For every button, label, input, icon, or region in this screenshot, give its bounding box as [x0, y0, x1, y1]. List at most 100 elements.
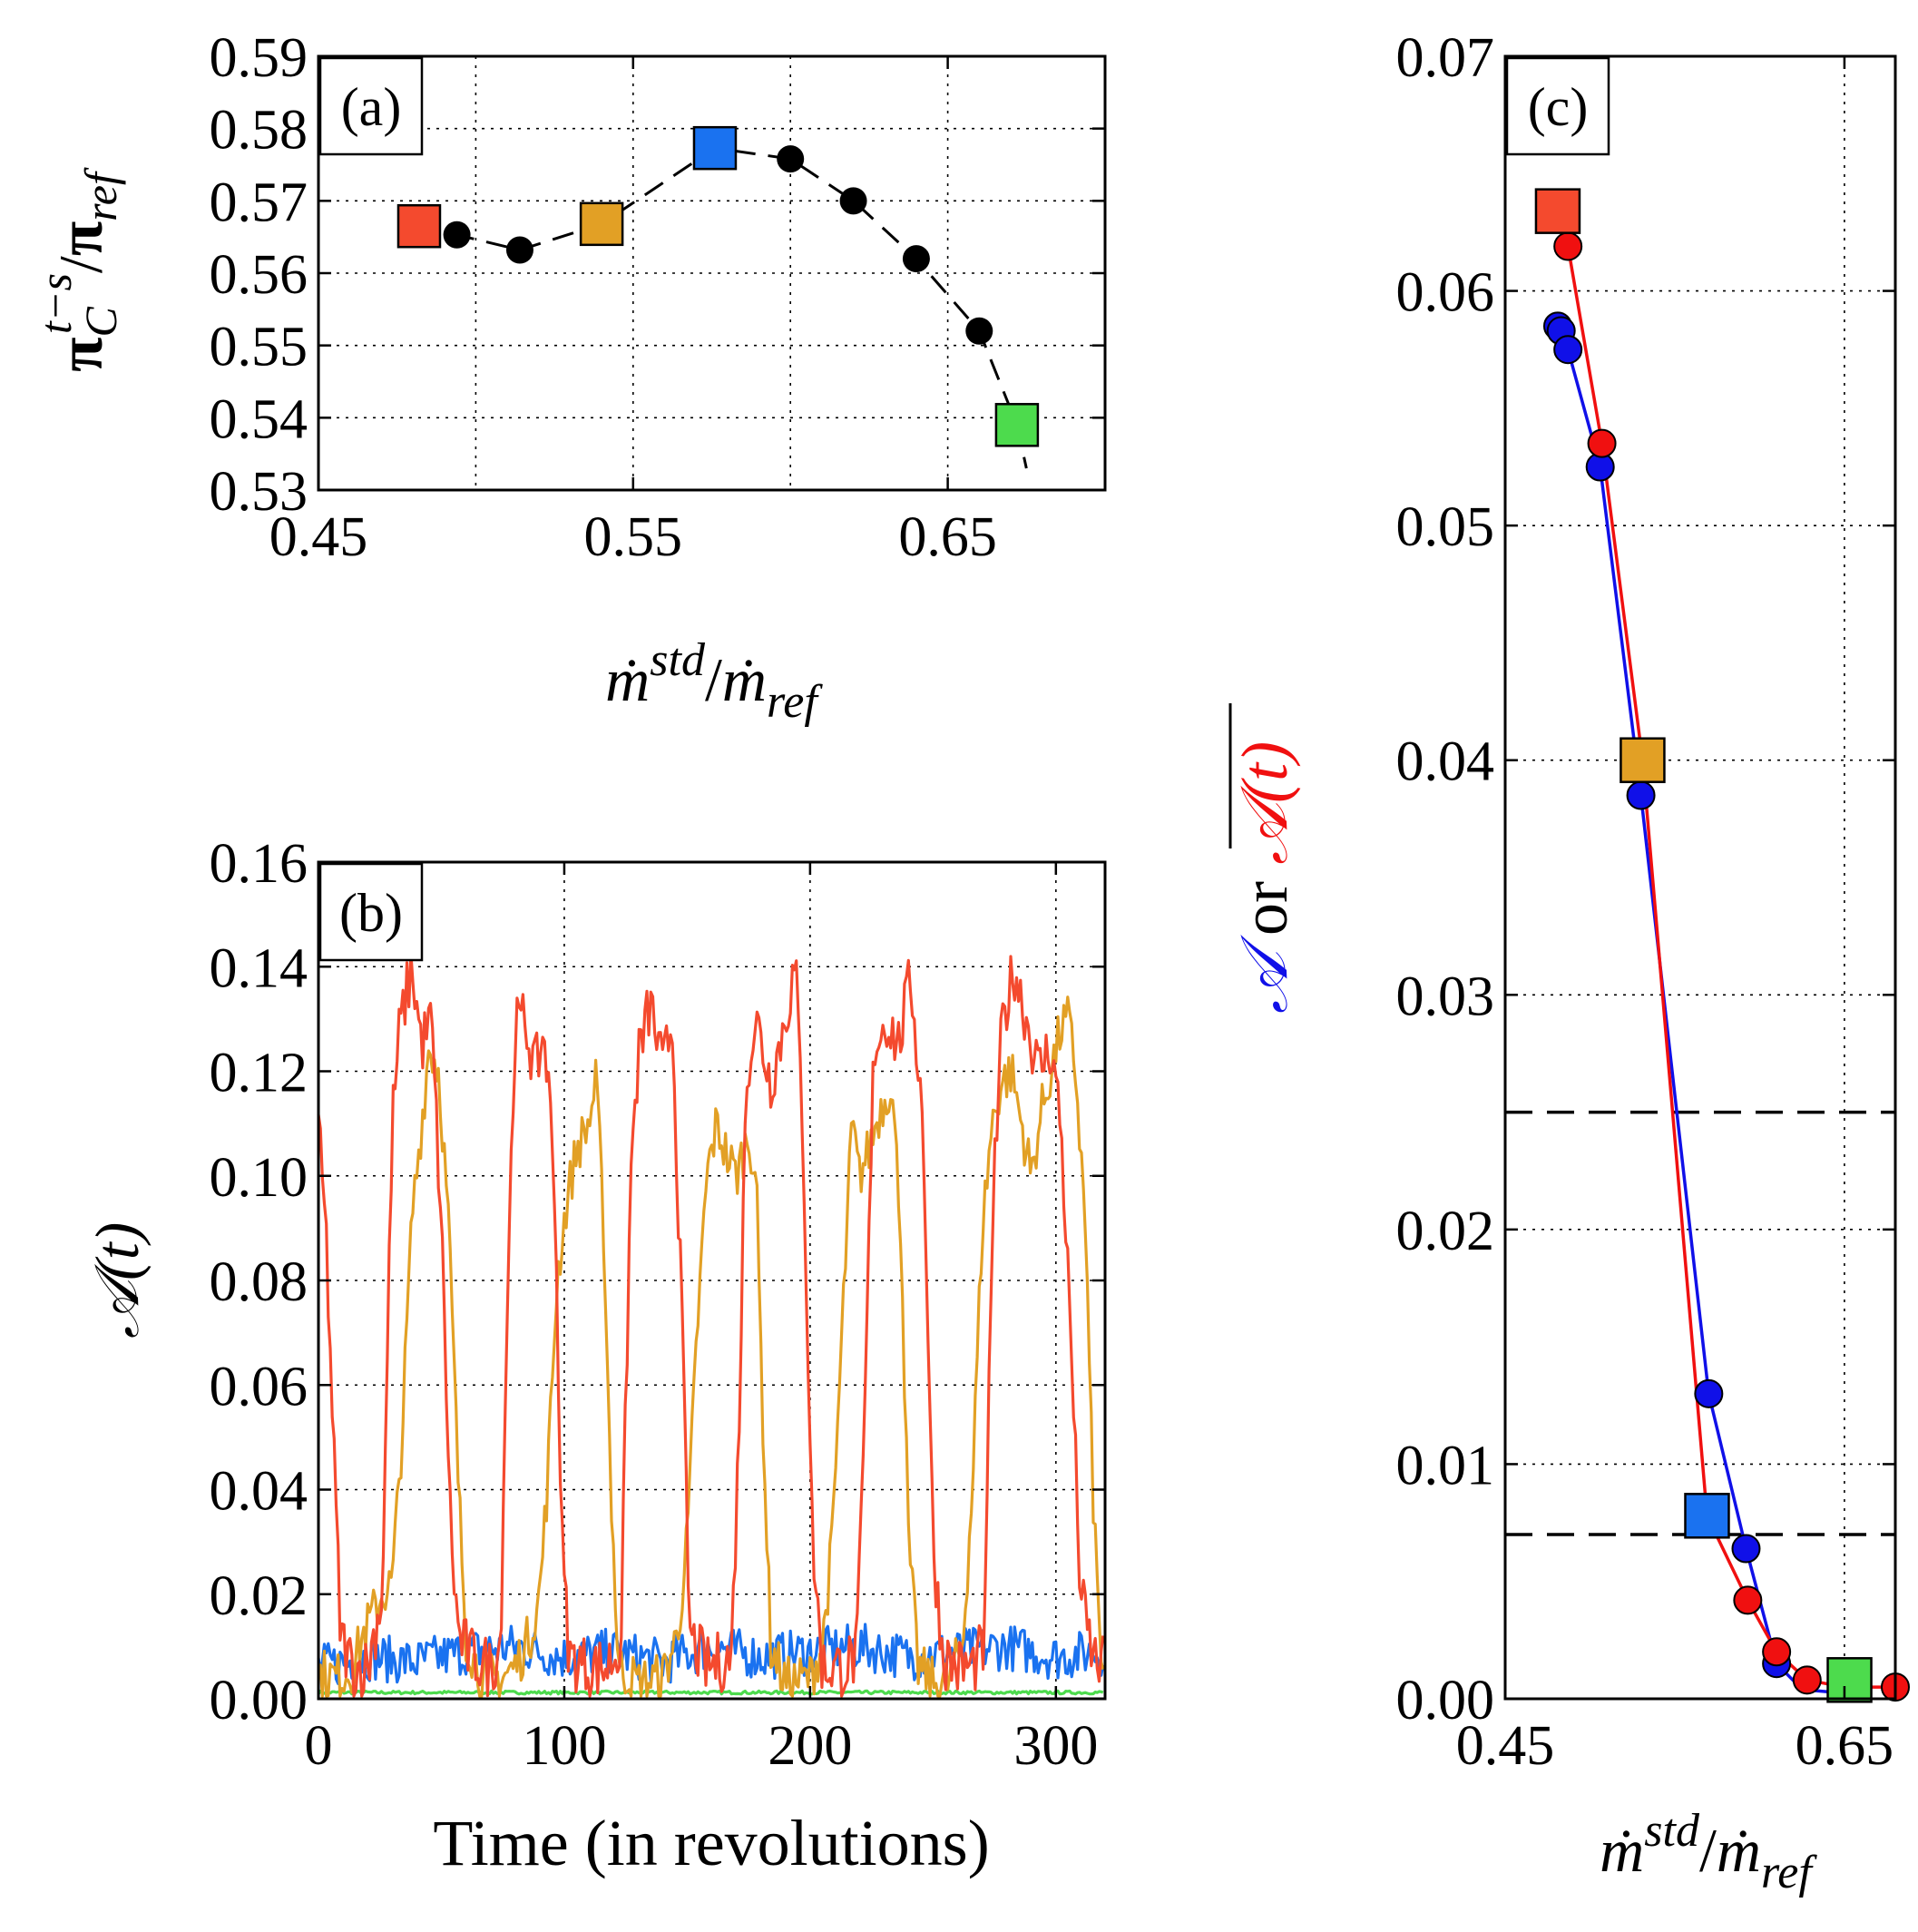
c-ytick-label-4: 0.04: [1396, 731, 1495, 793]
a-point-1: [505, 236, 533, 264]
c-red-point-2: [1587, 428, 1617, 458]
c-x-label-ref-subscript: ref: [1761, 1847, 1817, 1898]
x-label-slash: /: [705, 645, 722, 714]
panel-b-label: (b): [339, 883, 403, 943]
b-ytick-label-0: 0.00: [210, 1670, 308, 1731]
b-series-green: [317, 1689, 1104, 1696]
a-point-4: [902, 245, 930, 273]
y-label-pi: π: [46, 338, 116, 372]
a-square-blue: [692, 125, 738, 171]
c-red-point-4: [1762, 1637, 1792, 1667]
a-point-5: [965, 317, 993, 345]
c-blue-point-6: [1731, 1534, 1761, 1564]
c-square-orange: [1620, 737, 1666, 783]
c-ytick-label-6: 0.06: [1396, 262, 1495, 324]
c-x-label-mdot-ref: ṁ: [1717, 1816, 1761, 1885]
panel-a-label-box: [318, 56, 424, 156]
a-point-3: [839, 187, 867, 215]
panel-c-y-axis-label: 𝒜 or 𝒜(t): [1228, 741, 1301, 1014]
a-ytick-label-0: 0.53: [210, 461, 308, 523]
c-ytick-label-5: 0.05: [1396, 496, 1495, 558]
c-square-red: [1534, 188, 1581, 234]
panel-b-grid: [318, 862, 1105, 1699]
c-x-label-std-superscript: std: [1644, 1805, 1700, 1857]
b-ytick-label-2: 0.04: [210, 1461, 308, 1523]
a-xtick-label-2: 0.65: [898, 506, 997, 568]
panel-a-curve: [418, 146, 1028, 469]
panel-c-x-axis-label: ṁstd/ṁref: [1600, 1805, 1817, 1898]
a-ytick-label-5: 0.58: [210, 100, 308, 162]
c-ytick-label-7: 0.07: [1396, 27, 1495, 89]
panel-c-grid: [1505, 56, 1895, 1699]
a-xtick-label-1: 0.55: [584, 506, 683, 568]
panel-a-ticks: 0.53 0.54 0.55 0.56 0.57 0.58 0.59 0.45 0.55 0.65: [210, 27, 1105, 568]
c-red-point-3: [1733, 1585, 1763, 1615]
y-label-pi-ref: π: [46, 221, 116, 256]
b-xtick-label-2: 200: [768, 1715, 852, 1777]
panel-b-y-axis-label: 𝒜(t): [83, 1222, 152, 1339]
a-square-green: [994, 403, 1040, 447]
b-series-blue: [317, 1623, 1105, 1685]
c-blue-point-4: [1626, 780, 1656, 810]
b-ytick-label-1: 0.02: [210, 1565, 308, 1627]
c-y-label-or: or: [1228, 865, 1301, 952]
c-square-blue: [1684, 1493, 1730, 1539]
c-red-point-5: [1792, 1665, 1822, 1695]
b-ytick-label-4: 0.08: [210, 1251, 308, 1313]
b-ytick-label-5: 0.10: [210, 1147, 308, 1209]
c-blue-point-5: [1694, 1378, 1724, 1408]
c-ytick-label-0: 0.00: [1396, 1670, 1495, 1731]
a-ytick-label-6: 0.59: [210, 27, 308, 89]
x-label-mdot-std: ṁ: [605, 645, 650, 714]
a-square-red: [396, 203, 442, 249]
y-label-slash: /: [46, 256, 115, 273]
panel-a-label: (a): [341, 77, 402, 137]
y-label-ref-subscript: ref: [75, 167, 126, 221]
b-ytick-label-6: 0.12: [210, 1043, 308, 1104]
y-label-ts-superscript: t−s: [30, 273, 81, 334]
panel-b-x-axis-label: Time (in revolutions): [433, 1807, 989, 1879]
a-xtick-label-0: 0.45: [269, 506, 368, 568]
panel-a-grid: [318, 56, 1105, 490]
a-square-orange: [579, 201, 624, 247]
panel-c-frame: [1503, 54, 1897, 1701]
panel-c: 0.00 0.01 0.02 0.03 0.04 0.05 0.06 0.07 0.45 0.65…: [1228, 27, 1910, 1898]
panel-b-label-box: [318, 862, 424, 962]
panel-a-y-axis-label: πCt−s/πref: [30, 167, 126, 372]
c-ytick-label-3: 0.03: [1396, 966, 1495, 1027]
x-label-std-superscript: std: [650, 634, 706, 686]
c-ytick-label-2: 0.02: [1396, 1201, 1495, 1262]
panel-c-label: (c): [1528, 77, 1589, 137]
y-label-c-subscript: C: [75, 307, 126, 338]
c-red-point-1: [1553, 231, 1583, 261]
b-ytick-label-7: 0.14: [210, 937, 308, 999]
panel-b-ticks: 0.00 0.02 0.04 0.06 0.08 0.10 0.12 0.14 0.16 0 100…: [210, 833, 1105, 1777]
a-point-2: [777, 145, 805, 173]
panel-a-markers: [396, 125, 1040, 447]
b-xtick-label-0: 0: [305, 1715, 333, 1777]
c-xtick-label-1: 0.65: [1796, 1715, 1894, 1777]
a-ytick-label-4: 0.57: [210, 172, 308, 233]
panel-c-label-box: [1505, 56, 1610, 156]
c-y-label-symbol-red: 𝒜(t): [1228, 741, 1301, 865]
panel-c-ticks: 0.00 0.01 0.02 0.03 0.04 0.05 0.06 0.07 0.45 0.65: [1396, 27, 1895, 1777]
b-xtick-label-1: 100: [522, 1715, 606, 1777]
c-x-label-mdot-std: ṁ: [1600, 1816, 1644, 1885]
x-label-ref-subscript: ref: [767, 676, 823, 728]
panel-b: 0.00 0.02 0.04 0.06 0.08 0.10 0.12 0.14 0.16 0 100…: [83, 833, 1107, 1879]
panel-a: 0.53 0.54 0.55 0.56 0.57 0.58 0.59 0.45 0.55 0.65…: [30, 27, 1107, 728]
b-series-red: [317, 951, 1105, 1698]
a-dashed-curve: [418, 146, 1028, 469]
a-ytick-label-1: 0.54: [210, 388, 308, 450]
a-ytick-label-3: 0.56: [210, 244, 308, 306]
a-point-0: [443, 221, 471, 249]
b-ytick-label-8: 0.16: [210, 833, 308, 895]
x-label-mdot-ref: ṁ: [722, 645, 767, 714]
c-blue-point-2: [1553, 335, 1583, 365]
panel-a-x-axis-label: ṁstd/ṁref: [605, 634, 823, 728]
c-series-red_line: [1556, 211, 1895, 1689]
b-series-orange: [318, 995, 1105, 1698]
b-ytick-label-3: 0.06: [210, 1356, 308, 1417]
b-xtick-label-3: 300: [1013, 1715, 1098, 1777]
